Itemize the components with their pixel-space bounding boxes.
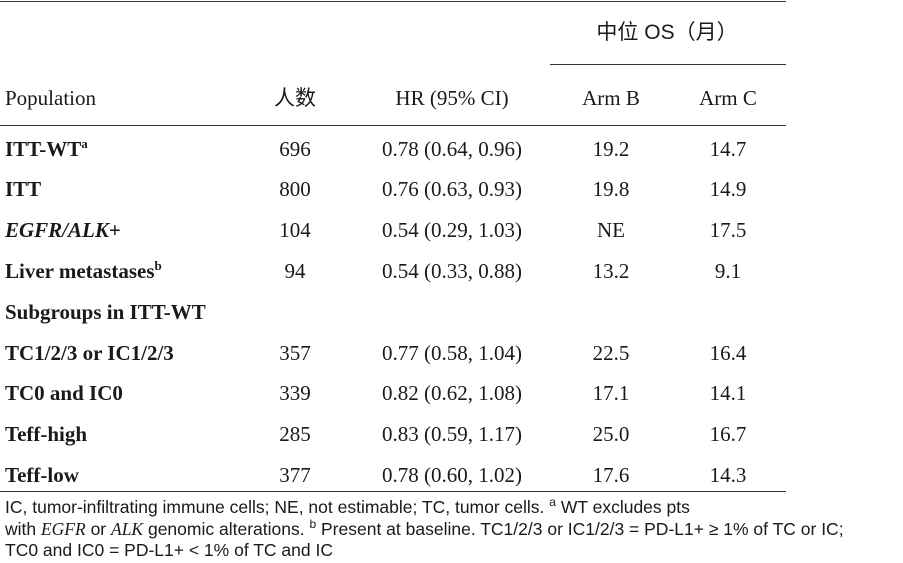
row-label: EGFR/ALK+ — [5, 218, 121, 242]
footnote-line-1: IC, tumor-infiltrating immune cells; NE,… — [5, 495, 690, 517]
row-arm-c: 14.9 — [709, 177, 747, 201]
row-count: 104 — [279, 218, 311, 242]
table-bottom-rule — [0, 491, 786, 492]
row-arm-b: 13.2 — [592, 259, 630, 283]
arm-b-header: Arm B — [582, 86, 640, 110]
row-arm-c: 14.3 — [709, 463, 747, 487]
os-group-rule — [550, 64, 786, 65]
row-arm-b: 17.1 — [592, 381, 630, 405]
row-count: 377 — [279, 463, 311, 487]
row-hr: 0.54 (0.33, 0.88) — [382, 259, 522, 283]
row-hr: 0.83 (0.59, 1.17) — [382, 422, 522, 446]
row-count: 357 — [279, 341, 311, 365]
row-arm-b: 22.5 — [592, 341, 630, 365]
row-label: TC1/2/3 or IC1/2/3 — [5, 341, 174, 365]
header-bottom-rule — [0, 125, 786, 126]
row-hr: 0.77 (0.58, 1.04) — [382, 341, 522, 365]
row-hr: 0.82 (0.62, 1.08) — [382, 381, 522, 405]
os-group-header: 中位 OS（月） — [596, 21, 738, 44]
row-count: 339 — [279, 381, 311, 405]
row-arm-c: 14.1 — [709, 381, 747, 405]
row-count: 800 — [279, 177, 311, 201]
row-arm-c: 9.1 — [714, 259, 742, 283]
row-arm-c: 16.7 — [709, 422, 747, 446]
row-label: ITT — [5, 177, 42, 201]
hr-header: HR (95% CI) — [395, 86, 509, 110]
footnote-line-2: with EGFR or ALK genomic alterations. b … — [5, 516, 844, 539]
row-label: TC0 and IC0 — [5, 381, 123, 405]
row-hr: 0.78 (0.60, 1.02) — [382, 463, 522, 487]
row-arm-c: 17.5 — [709, 218, 747, 242]
table-footnote: IC, tumor-infiltrating immune cells; NE,… — [5, 495, 903, 562]
subgroup-heading: Subgroups in ITT-WT — [5, 300, 206, 324]
row-count: 285 — [279, 422, 311, 446]
arm-c-header: Arm C — [699, 86, 757, 110]
row-hr: 0.54 (0.29, 1.03) — [382, 218, 522, 242]
row-arm-b: 25.0 — [592, 422, 630, 446]
table-top-rule — [0, 1, 786, 2]
row-label: Teff-low — [5, 463, 79, 487]
count-header: 人数 — [274, 86, 316, 110]
row-label: Teff-high — [5, 422, 88, 446]
footnote-line-3: TC0 and IC0 = PD-L1+ < 1% of TC and IC — [5, 540, 333, 560]
row-hr: 0.78 (0.64, 0.96) — [382, 137, 522, 161]
row-arm-c: 16.4 — [709, 341, 747, 365]
row-arm-b: 17.6 — [592, 463, 630, 487]
population-header: Population — [5, 86, 97, 110]
row-count: 94 — [284, 259, 306, 283]
row-label: Liver metastasesb — [5, 258, 162, 283]
row-arm-c: 14.7 — [709, 137, 747, 161]
row-arm-b: 19.2 — [592, 137, 630, 161]
row-count: 696 — [279, 137, 311, 161]
row-label: ITT-WTa — [5, 136, 88, 161]
row-hr: 0.76 (0.63, 0.93) — [382, 177, 522, 201]
row-arm-b: NE — [597, 218, 625, 242]
row-arm-b: 19.8 — [592, 177, 630, 201]
